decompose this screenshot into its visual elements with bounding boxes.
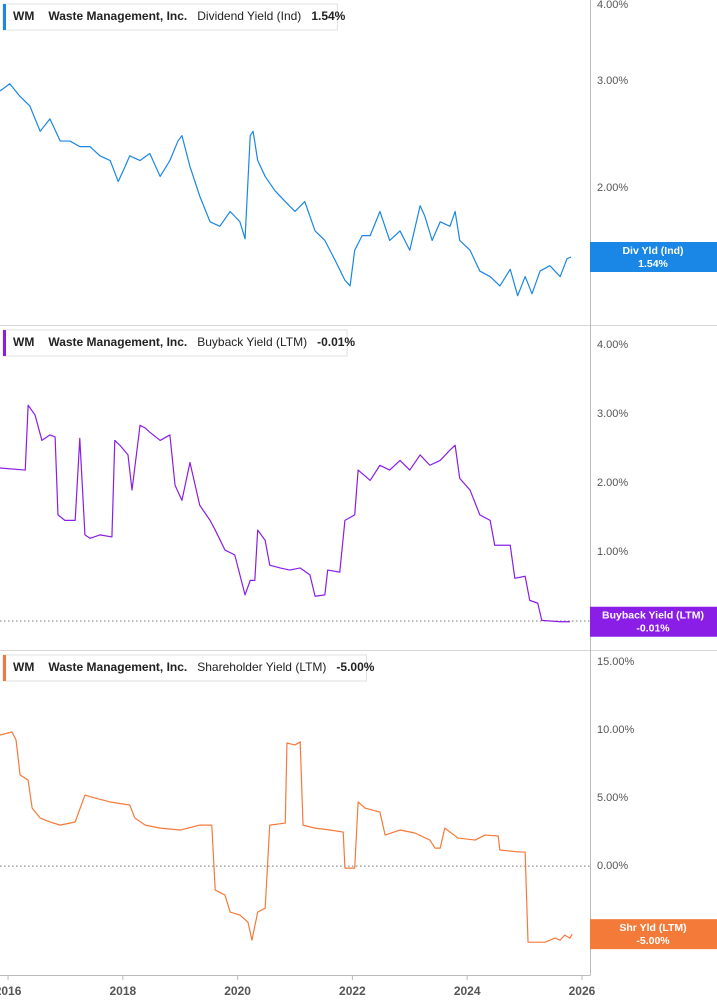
legend-background [2,654,367,682]
ticker: WM [13,9,34,23]
ticker: WM [13,660,34,674]
legend-box: WM Waste Management, Inc. Shareholder Yiel… [2,654,375,682]
company-name: Waste Management, Inc. [48,335,187,349]
last-value-name: Div Yld (Ind) [622,245,683,257]
legend-color [3,4,6,30]
legend-entry: Buyback Yield (LTM) [197,335,307,349]
company-name: Waste Management, Inc. [48,9,187,23]
last-value-box [590,919,717,950]
y-tick-label: 3.00% [597,75,628,87]
last-value-name: Buyback Yield (LTM) [602,610,704,622]
legend-box: WM Waste Management, Inc. Dividend Yield (… [2,3,346,31]
y-tick-label: 2.00% [597,477,628,489]
legend-color [3,330,6,356]
legend-value: 1.54% [311,9,345,23]
series-line [0,731,573,943]
last-value-box [590,241,717,272]
y-tick-label: 10.00% [597,724,635,736]
y-tick-label: 1.00% [597,546,628,558]
last-value-label: 1.54% [638,258,668,270]
legend-entry: Shareholder Yield (LTM) [197,660,326,674]
series-line [0,83,572,297]
legend-text: WM Waste Management, Inc. Dividend Yield (… [13,9,346,23]
y-tick-label: 4.00% [597,339,628,351]
y-tick-label: 0.00% [597,860,628,872]
legend-value: -5.00% [336,660,374,674]
legend-text: WM Waste Management, Inc. Buyback Yield (L… [13,335,355,349]
company-name: Waste Management, Inc. [48,660,187,674]
x-tick-label: 2024 [454,984,481,998]
y-tick-label: 2.00% [597,182,628,194]
legend-background [2,3,338,31]
ticker: WM [13,335,34,349]
x-tick-label: 2026 [569,984,596,998]
legend-color [3,655,6,681]
last-value-box [590,606,717,637]
legend-box: WM Waste Management, Inc. Buyback Yield (L… [2,329,355,357]
y-tick-label: 3.00% [597,408,628,420]
x-tick-label: 2020 [224,984,251,998]
x-tick-label: 2022 [339,984,366,998]
last-value-name: Shr Yld (LTM) [619,922,686,934]
legend-value: -0.01% [317,335,355,349]
legend-text: WM Waste Management, Inc. Shareholder Yiel… [13,660,375,674]
y-tick-label: 5.00% [597,792,628,804]
legend-entry: Dividend Yield (Ind) [197,9,301,23]
y-tick-label: 4.00% [597,0,628,11]
y-tick-label: 15.00% [597,656,635,668]
last-value-label: -5.00% [636,935,670,947]
x-tick-label: 2016 [0,984,22,998]
last-value-label: -0.01% [636,623,670,635]
x-tick-label: 2018 [109,984,136,998]
series-line [0,404,570,623]
